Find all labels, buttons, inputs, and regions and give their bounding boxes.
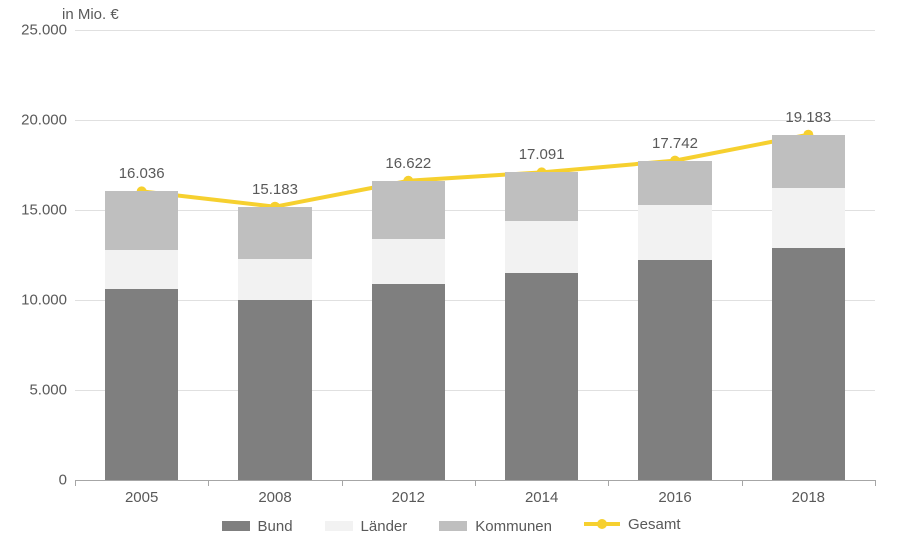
x-tick-label: 2018 <box>768 489 848 506</box>
bar-segment-laender <box>772 188 845 247</box>
y-tick-label: 25.000 <box>15 22 67 39</box>
total-data-label: 19.183 <box>763 109 853 126</box>
bar-segment-bund <box>372 284 445 480</box>
bar-segment-kommunen <box>505 172 578 220</box>
bar-segment-bund <box>238 300 311 480</box>
x-tick-sep <box>208 480 209 486</box>
line-overlay <box>75 30 875 480</box>
legend-label: Kommunen <box>475 518 552 535</box>
y-tick-label: 0 <box>15 472 67 489</box>
bar-segment-kommunen <box>638 161 711 205</box>
legend-label: Länder <box>361 518 408 535</box>
bar-group <box>105 30 178 480</box>
gridline <box>75 210 875 211</box>
gridline <box>75 30 875 31</box>
legend: Bund Länder Kommunen Gesamt <box>0 516 902 536</box>
y-tick-label: 15.000 <box>15 202 67 219</box>
x-tick-sep <box>608 480 609 486</box>
x-tick-label: 2016 <box>635 489 715 506</box>
bar-segment-bund <box>505 273 578 480</box>
x-tick-sep <box>342 480 343 486</box>
total-data-label: 17.091 <box>497 146 587 163</box>
bar-segment-laender <box>505 221 578 273</box>
bar-group <box>772 30 845 480</box>
legend-label: Gesamt <box>628 516 681 533</box>
bar-group <box>372 30 445 480</box>
bar-segment-laender <box>105 250 178 290</box>
x-tick-sep <box>742 480 743 486</box>
bar-segment-laender <box>238 259 311 300</box>
x-tick-sep <box>75 480 76 486</box>
legend-line-icon <box>584 517 620 531</box>
total-data-label: 16.036 <box>97 165 187 182</box>
x-tick-sep <box>475 480 476 486</box>
bar-group <box>638 30 711 480</box>
y-axis-title: in Mio. € <box>62 6 119 23</box>
bar-segment-laender <box>638 205 711 261</box>
legend-swatch <box>325 521 353 531</box>
legend-swatch <box>222 521 250 531</box>
total-data-label: 17.742 <box>630 135 720 152</box>
bar-segment-kommunen <box>238 207 311 259</box>
plot-area: 05.00010.00015.00020.00025.0002005200820… <box>75 30 875 481</box>
bar-segment-kommunen <box>772 135 845 189</box>
y-tick-label: 20.000 <box>15 112 67 129</box>
bar-segment-bund <box>772 248 845 480</box>
gridline <box>75 120 875 121</box>
y-tick-label: 10.000 <box>15 292 67 309</box>
x-tick-label: 2008 <box>235 489 315 506</box>
legend-item: Gesamt <box>584 516 681 533</box>
y-tick-label: 5.000 <box>15 382 67 399</box>
legend-item: Bund <box>222 518 293 535</box>
legend-item: Länder <box>325 518 408 535</box>
gridline <box>75 300 875 301</box>
gridline <box>75 390 875 391</box>
chart-container: in Mio. € 05.00010.00015.00020.00025.000… <box>0 0 902 543</box>
bar-segment-bund <box>105 289 178 480</box>
bar-segment-kommunen <box>105 191 178 249</box>
x-tick-label: 2005 <box>102 489 182 506</box>
legend-item: Kommunen <box>439 518 552 535</box>
legend-swatch <box>439 521 467 531</box>
bar-segment-laender <box>372 239 445 284</box>
x-tick-label: 2014 <box>502 489 582 506</box>
total-data-label: 16.622 <box>363 155 453 172</box>
bar-group <box>238 30 311 480</box>
total-data-label: 15.183 <box>230 181 320 198</box>
bar-segment-kommunen <box>372 181 445 239</box>
legend-label: Bund <box>258 518 293 535</box>
bar-segment-bund <box>638 260 711 480</box>
x-tick-label: 2012 <box>368 489 448 506</box>
x-tick-sep <box>875 480 876 486</box>
bar-group <box>505 30 578 480</box>
